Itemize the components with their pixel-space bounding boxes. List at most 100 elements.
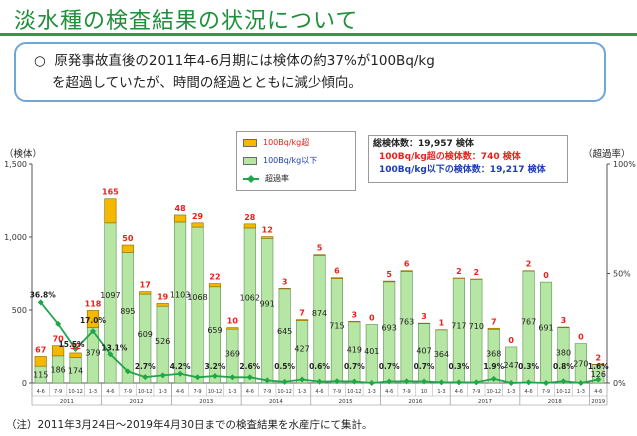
bar-under-label: 1068 [187,293,207,302]
summary-text-1: 原発事故直後の2011年4-6月期には検体の約37%が100Bq/kg [54,53,435,69]
bar-over [69,352,82,358]
rate-label: 0.3% [518,362,539,371]
period-label: 10-12 [486,389,501,395]
rate-point [299,376,306,383]
rate-point [37,299,44,306]
rate-point [281,378,288,385]
bar-over-label: 118 [85,299,102,308]
bar-over-label: 19 [157,292,169,301]
rate-point [246,374,253,381]
bar-under-label: 270 [573,359,588,368]
period-label: 1-3 [577,389,585,395]
rate-point [403,378,410,385]
page-title: 淡水種の検査結果の状況について [14,9,359,34]
bar-over-label: 28 [244,213,256,222]
rate-point [142,374,149,381]
right-tick-label: 0% [613,379,626,388]
bullet-icon: ○ [34,53,46,69]
bar-over-label: 0 [578,333,584,342]
period-label: 4-6 [246,389,254,395]
bar-over-label: 12 [262,226,273,235]
bar-under [470,279,483,384]
period-label: 1-3 [159,389,167,395]
year-label: 2011 [60,399,74,405]
rate-point [438,379,445,386]
bar-over-label: 50 [122,234,134,243]
period-label: 7-9 [263,389,271,395]
bar-over [191,222,204,228]
bar-under-label: 427 [294,345,309,354]
bar-over [487,327,500,330]
bar-over-label: 17 [140,281,151,290]
bar-under-label: 717 [451,321,466,330]
bar-over [243,223,256,229]
rate-point [525,379,532,386]
legend-line-icon [243,174,259,183]
bar-over [296,319,309,321]
totals-box: 総検体数：19,957 検体 100Bq/kg超の検体数：740 検体 100B… [368,135,568,183]
right-axis-title: （超過率） [583,149,631,160]
bar-under-label: 401 [364,347,379,356]
bar-over-label: 48 [175,204,187,213]
bar-over [208,283,222,288]
bar-over-label: 22 [209,273,220,282]
period-label: 7-9 [193,389,201,395]
period-label: 4-6 [37,389,45,395]
year-label: 2014 [269,399,283,405]
bar-under-label: 419 [347,345,362,354]
period-label: 7-9 [124,389,132,395]
year-label: 2017 [478,399,492,405]
bar-under-label: 379 [85,349,100,358]
rate-point [368,380,375,386]
bar-under-label: 407 [416,346,431,355]
right-tick-label: 100% [613,160,636,169]
rate-point [351,378,358,385]
rate-point [55,320,62,327]
bar-under-label: 174 [68,366,83,375]
bar-over [139,291,152,295]
bar-under-label: 991 [260,299,275,308]
bar-under-label: 247 [504,361,519,370]
rate-point [421,378,428,385]
bar-over [383,280,396,283]
rate-label: 0.3% [448,362,469,371]
rate-label: 4.2% [170,362,191,371]
summary-box: ○ 原発事故直後の2011年4-6月期には検体の約37%が100Bq/kg を超… [14,42,606,102]
period-label: 4-6 [106,389,114,395]
rate-point [490,375,497,382]
rate-point [89,328,96,335]
legend-swatch-under [243,156,257,165]
rate-label: 0.8% [553,362,574,371]
bar-over [261,236,274,239]
bar-under-label: 693 [382,323,397,332]
rate-label: 15.5% [59,340,86,349]
bar-over [174,214,187,223]
rate-point [159,372,166,379]
year-label: 2012 [130,399,144,405]
rate-label: 0.5% [274,362,295,371]
summary-line-2: を超過していたが、時間の経過とともに減少傾向。 [52,75,362,91]
rate-point [473,379,480,386]
bar-over [52,345,65,357]
period-label: 4-6 [594,389,602,395]
bar-over-label: 2 [456,267,462,276]
bar-under-label: 710 [469,322,484,331]
bar-over-label: 3 [561,316,567,325]
rate-label: 0.7% [344,362,365,371]
summary-line-1: ○ 原発事故直後の2011年4-6月期には検体の約37%が100Bq/kg [34,50,594,72]
bar-over [34,356,47,367]
rate-point [72,346,79,353]
bar-over-label: 2 [526,260,532,269]
bar-over [86,310,100,328]
bar-under-label: 364 [434,350,449,359]
footnote: （注）2011年3月24日～2019年4月30日までの検査結果を水産庁にて集計。 [6,419,373,431]
bar-over [313,254,326,256]
rate-point [543,380,550,386]
bar-over-label: 0 [508,336,514,345]
bar-over-label: 10 [227,317,239,326]
bar-over-label: 165 [102,188,119,197]
period-label: 7-9 [472,389,480,395]
rate-point [333,378,340,385]
bar-over-label: 2 [595,353,601,362]
bar-over-label: 0 [543,271,549,280]
